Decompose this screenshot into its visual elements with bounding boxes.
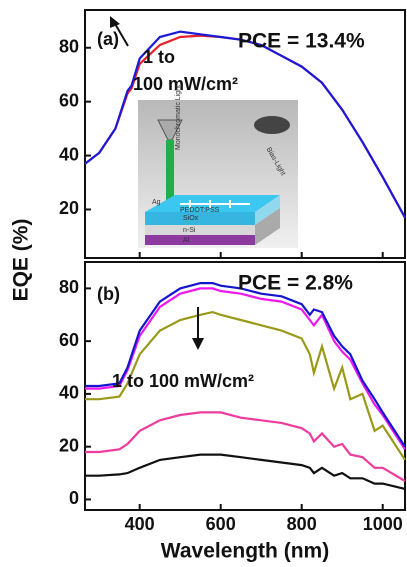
arrow-b-head	[192, 338, 204, 350]
inset-label: PEDOT:PSS	[180, 207, 220, 214]
annotation: PCE = 13.4%	[238, 30, 365, 53]
y-tick-label: 80	[59, 36, 79, 56]
y-tick-label: 60	[59, 330, 79, 350]
y-tick-label: 0	[69, 488, 79, 508]
x-tick-label: 800	[287, 514, 317, 534]
y-tick-label: 20	[59, 198, 79, 218]
annotation: 1 to	[143, 47, 175, 67]
y-tick-label: 40	[59, 383, 79, 403]
inset-label: SiOx	[183, 215, 199, 222]
arrow-a-head	[110, 16, 120, 28]
layer-nsi	[145, 225, 255, 235]
x-axis-label: Wavelength (nm)	[161, 540, 329, 563]
y-tick-label: 20	[59, 435, 79, 455]
y-tick-label: 40	[59, 144, 79, 164]
series-line	[85, 283, 405, 447]
annotation: 100 mW/cm²	[133, 74, 238, 94]
annotation: (a)	[97, 29, 119, 49]
layer-al	[145, 235, 255, 245]
series-line	[85, 455, 405, 489]
x-tick-label: 1000	[363, 514, 403, 534]
annotation: PCE = 2.8%	[238, 272, 353, 295]
y-axis-label: EQE (%)	[10, 219, 33, 302]
bias-lamp	[254, 116, 290, 134]
x-tick-label: 400	[125, 514, 155, 534]
inset-schematic: Monochromatic LightBias-LightAgPEDOT:PSS…	[138, 85, 298, 248]
y-tick-label: 80	[59, 277, 79, 297]
inset-label: n-Si	[183, 227, 196, 234]
figure: 20 40 60 80 (a) 1 to 100 mW/cm² PCE = 13.4% EQE …	[0, 0, 407, 567]
annotation: (b)	[97, 284, 120, 304]
inset-label: Ag	[152, 199, 161, 206]
layer-pedot-side	[145, 212, 255, 225]
inset-label: Al	[183, 237, 190, 244]
x-tick-label: 600	[206, 514, 236, 534]
annotation: 1 to 100 mW/cm²	[112, 371, 254, 391]
inset-label: Monochromatic Light	[175, 85, 182, 150]
y-tick-label: 60	[59, 90, 79, 110]
